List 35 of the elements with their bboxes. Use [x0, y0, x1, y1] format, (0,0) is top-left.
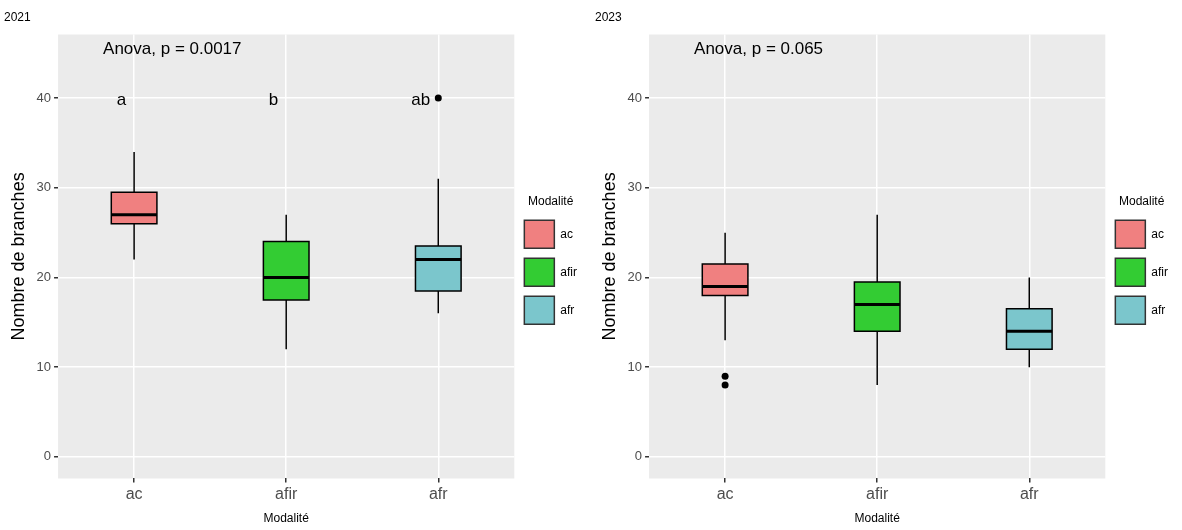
x-axis-title: Modalité — [854, 511, 901, 526]
annotation: Anova, p = 0.065 — [694, 38, 824, 58]
y-tick-label: 0 — [634, 448, 643, 464]
y-tick-label: 0 — [43, 448, 52, 464]
y-tick-label: 30 — [627, 179, 643, 195]
legend-label: afr — [1151, 302, 1166, 317]
x-tick-label: ac — [125, 485, 143, 503]
x-tick-label: afir — [866, 485, 889, 503]
x-axis-title: Modalité — [263, 511, 310, 526]
legend-label: afir — [560, 264, 577, 279]
legend-title: Modalité — [1118, 194, 1165, 209]
y-tick-label: 10 — [36, 358, 52, 374]
y-tick-label: 20 — [36, 269, 52, 285]
legend-title: Modalité — [527, 194, 574, 209]
x-tick-label: afr — [428, 485, 449, 503]
y-axis-title: Nombre de branches — [598, 172, 619, 341]
y-tick-label: 20 — [627, 269, 643, 285]
annotation: ab — [411, 90, 431, 110]
chart-title: 2021 — [4, 9, 32, 24]
annotation: b — [268, 90, 279, 110]
y-axis-title: Nombre de branches — [7, 172, 28, 341]
y-tick-label: 10 — [627, 358, 643, 374]
legend-label: afir — [1151, 264, 1168, 279]
y-tick-label: 30 — [36, 179, 52, 195]
x-tick-label: afir — [275, 485, 298, 503]
chart-title: 2023 — [595, 9, 623, 24]
y-tick-label: 40 — [627, 89, 643, 105]
legend-label: ac — [560, 226, 574, 241]
annotation: Anova, p = 0.0017 — [103, 38, 242, 58]
y-tick-label: 40 — [36, 89, 52, 105]
legend-label: afr — [560, 302, 575, 317]
x-tick-label: ac — [716, 485, 734, 503]
x-tick-label: afr — [1019, 485, 1040, 503]
annotation: a — [116, 90, 127, 110]
legend-label: ac — [1151, 226, 1165, 241]
